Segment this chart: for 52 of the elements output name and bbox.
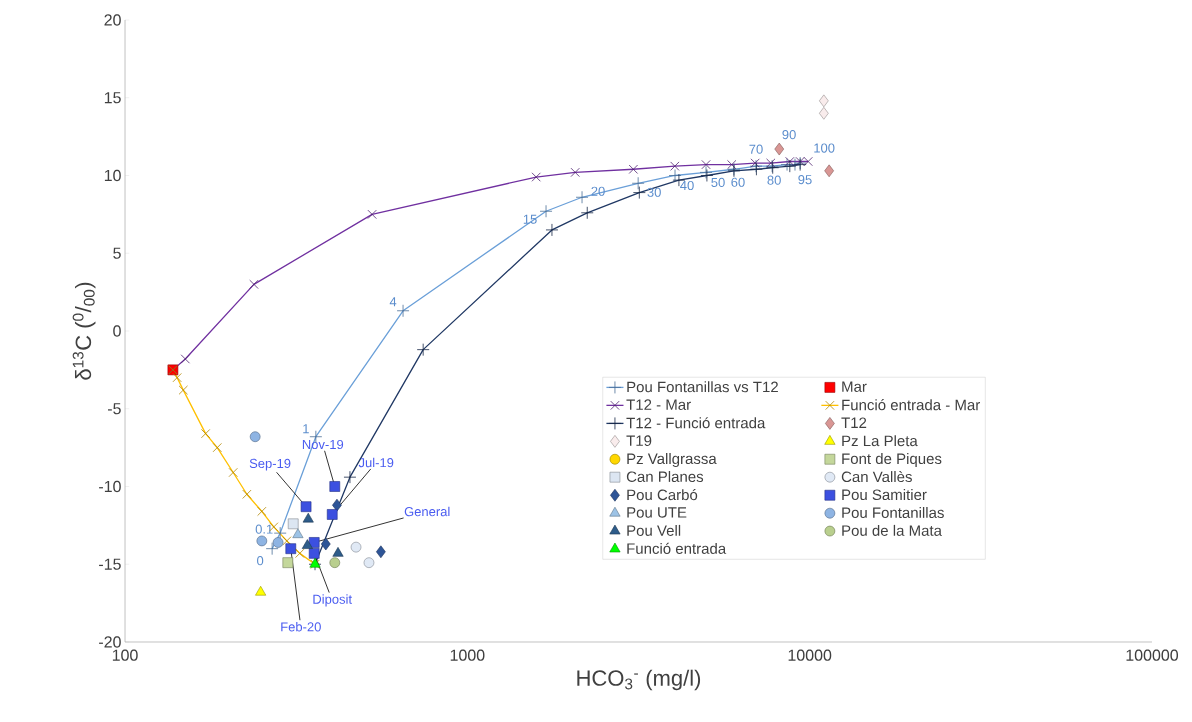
y-tick-label: 0 [113,325,121,337]
legend-label: Can Vallès [841,470,912,483]
legend-label: Funció entrada [627,542,727,554]
annotation: 70 [749,144,763,154]
legend-label: Pou de la Mata [842,524,942,536]
y-tick-label: -5 [107,403,121,415]
legend-label: Mar [842,381,867,392]
y-tick-label: 5 [113,247,121,259]
annotation: 4 [389,297,397,307]
legend-label: Pou Fontanillas vs T12 [627,381,778,393]
y-tick-label: -15 [99,558,121,570]
legend-label: Pou Carbó [627,488,698,501]
x-tick-label: 10000 [788,649,832,661]
annotation: 1 [303,424,309,434]
legend-label: Pou UTE [627,507,687,518]
y-tick-label: 20 [104,14,121,26]
legend-label: Can Planes [626,471,704,483]
x-axis-title: HCO$_{3}$$^{-}$ (mg/l) [577,669,701,691]
annotation: 30 [647,187,661,197]
annotation: 100 [814,143,835,153]
annotation: 40 [680,180,694,191]
legend-label: T19 [626,435,652,446]
legend-label: T12 - Funció entrada [626,417,766,429]
legend-label: Font de Piques [842,453,942,468]
legend-label: Pou Fontanillas [842,507,944,519]
annotation: 0.1 [255,524,273,534]
annotation: 60 [731,177,745,187]
annotation: 0 [257,556,264,566]
legend-label: Pou Vell [627,524,681,536]
annotation: 95 [798,175,812,185]
annotation: 50 [711,177,725,187]
x-tick-label: 100 [112,649,138,661]
y-tick-label: 15 [104,92,121,104]
annotation: 80 [767,175,781,185]
legend-label: T12 - Mar [626,399,691,410]
legend-label: Pz La Pleta [842,435,918,447]
y-tick-label: 10 [104,169,121,182]
x-tick-label: 100000 [1126,649,1179,661]
annotation: Sep-19 [249,458,291,471]
legend-label: Pz Vallgrassa [627,453,717,468]
annotation: Feb-20 [281,621,321,632]
legend-label: Pou Samitier [842,489,927,501]
y-tick-label: -20 [99,636,121,648]
y-axis-title: δ$^{13}$C ($^{0}$/$_{00}$) [72,282,96,380]
annotation: Diposit [313,594,352,607]
annotation: General [404,506,450,517]
legend-label: Funció entrada - Mar [842,399,981,411]
annotation: Jul-19 [358,457,394,468]
y-tick-label: -10 [99,480,121,493]
x-tick-label: 1000 [450,649,485,661]
annotation: 90 [782,130,796,140]
legend-label: T12 [841,417,867,428]
